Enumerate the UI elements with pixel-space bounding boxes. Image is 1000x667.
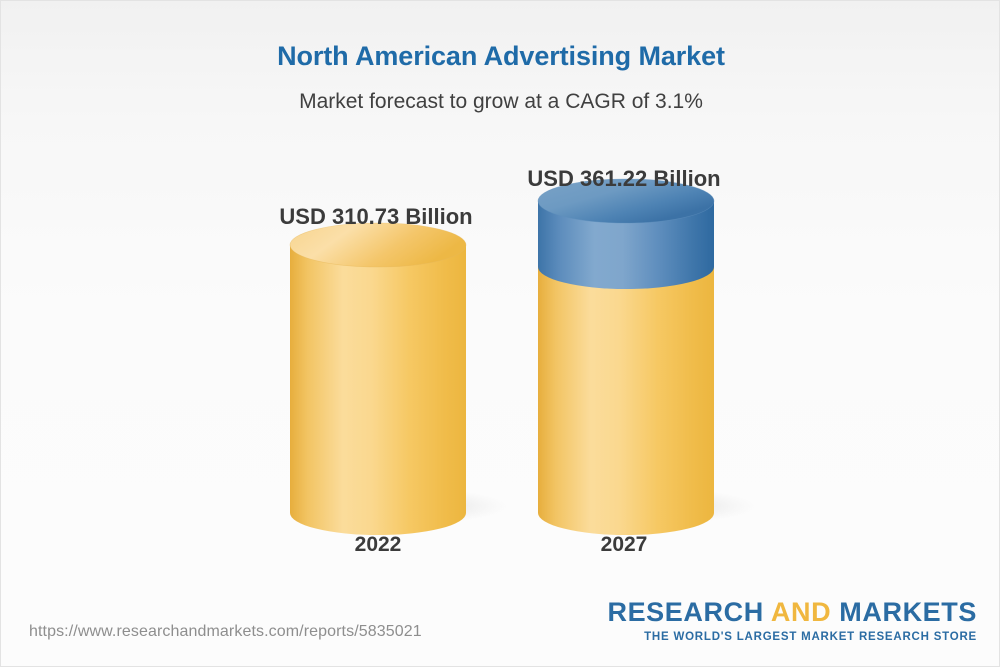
logo-word-markets: MARKETS bbox=[839, 597, 977, 627]
bar-2027-body-growth bbox=[538, 201, 714, 289]
page-title: North American Advertising Market bbox=[277, 41, 725, 71]
research-and-markets-logo[interactable]: RESEARCH AND MARKETS THE WORLD'S LARGEST… bbox=[607, 599, 977, 644]
bar-2022[interactable] bbox=[289, 222, 506, 535]
logo-word-research: RESEARCH bbox=[607, 597, 764, 627]
category-label-2027: 2027 bbox=[600, 533, 648, 556]
bar-2027-top-cap bbox=[538, 179, 714, 223]
bar-2027-top-edge bbox=[537, 178, 715, 224]
logo-tagline: THE WORLD'S LARGEST MARKET RESEARCH STOR… bbox=[644, 631, 977, 643]
source-url[interactable]: https://www.researchandmarkets.com/repor… bbox=[29, 623, 422, 640]
bar-2027-body-base bbox=[538, 267, 714, 535]
logo-wordmark: RESEARCH AND MARKETS bbox=[607, 599, 977, 626]
value-label-2022: USD 310.73 Billion bbox=[279, 204, 473, 229]
bar-2027[interactable] bbox=[537, 178, 754, 535]
chart-subtitle: Market forecast to grow at a CAGR of 3.1… bbox=[299, 90, 703, 113]
value-label-2027: USD 361.22 Billion bbox=[527, 166, 721, 191]
category-label-2022: 2022 bbox=[354, 533, 402, 556]
logo-word-and: AND bbox=[763, 597, 840, 627]
bar-2022-body bbox=[290, 245, 466, 535]
bar-2022-top-edge bbox=[289, 222, 467, 268]
bar-2022-top-cap bbox=[290, 223, 466, 267]
